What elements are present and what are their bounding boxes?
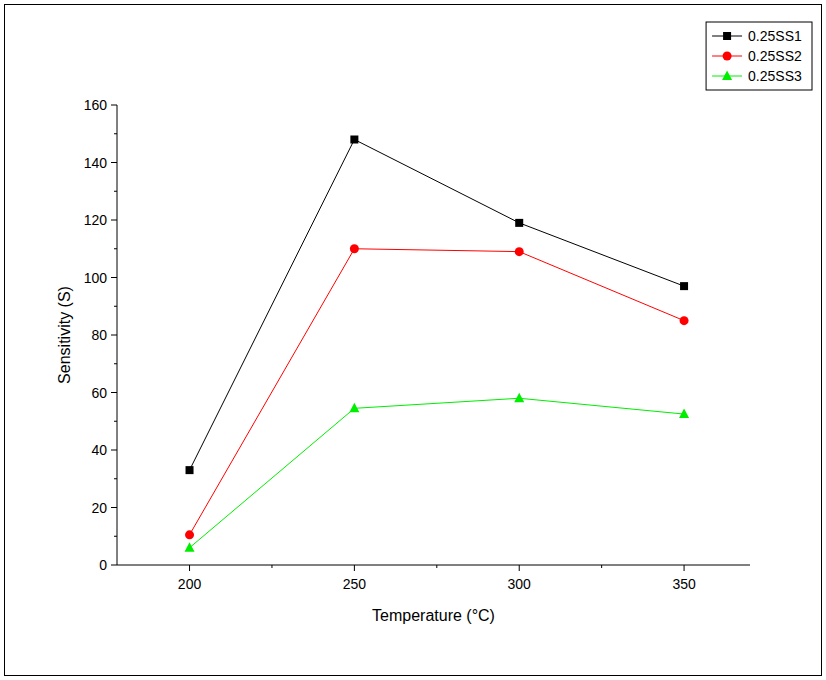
y-tick: [111, 277, 117, 278]
legend: 0.25SS1 0.25SS2 0.25SS3: [706, 22, 812, 90]
y-tick-label: 100: [84, 270, 108, 286]
y-tick: [111, 335, 117, 336]
y-minor-tick: [114, 421, 117, 422]
data-point: [514, 393, 524, 403]
series-line: [190, 398, 685, 548]
data-point: [185, 530, 194, 539]
data-point: [350, 136, 358, 144]
data-point: [186, 466, 194, 474]
legend-label: 0.25SS1: [748, 28, 802, 44]
data-point: [515, 247, 524, 256]
x-axis: [117, 565, 750, 566]
y-tick-label: 20: [91, 500, 107, 516]
y-axis-title: Sensitivity (S): [56, 286, 73, 384]
data-point: [680, 316, 689, 325]
y-tick: [111, 507, 117, 508]
data-point: [350, 244, 359, 253]
y-tick: [111, 105, 117, 106]
y-tick-label: 140: [84, 155, 108, 171]
plot-area: [185, 136, 690, 552]
y-tick: [111, 220, 117, 221]
x-tick: [519, 565, 520, 571]
x-tick: [354, 565, 355, 571]
legend-box: [706, 22, 812, 90]
x-tick-label: 350: [672, 576, 696, 592]
y-tick: [111, 450, 117, 451]
y-tick-label: 80: [91, 327, 107, 343]
x-tick: [189, 565, 190, 571]
y-minor-tick: [114, 133, 117, 134]
y-tick: [111, 162, 117, 163]
data-point: [680, 282, 688, 290]
axes: 0 20 40 60 80 100 120 140 160 200 250 300 350: [84, 97, 750, 592]
data-point: [349, 403, 359, 413]
x-tick-label: 200: [178, 576, 202, 592]
x-minor-tick: [601, 565, 602, 568]
x-tick-label: 250: [343, 576, 367, 592]
y-tick: [111, 392, 117, 393]
legend-marker: [722, 71, 732, 81]
y-tick: [111, 565, 117, 566]
frame: [5, 5, 822, 676]
y-minor-tick: [114, 478, 117, 479]
y-minor-tick: [114, 191, 117, 192]
legend-label: 0.25SS2: [748, 48, 802, 64]
x-tick: [684, 565, 685, 571]
y-tick-label: 0: [99, 557, 107, 573]
series-line: [190, 249, 685, 535]
y-tick-label: 120: [84, 212, 108, 228]
series-line: [190, 140, 685, 471]
y-minor-tick: [114, 306, 117, 307]
y-tick-label: 40: [91, 442, 107, 458]
x-minor-tick: [436, 565, 437, 568]
data-point: [185, 542, 195, 552]
y-minor-tick: [114, 363, 117, 364]
x-minor-tick: [271, 565, 272, 568]
legend-marker: [723, 52, 732, 61]
legend-label: 0.25SS3: [748, 68, 802, 84]
data-point: [515, 219, 523, 227]
y-tick-label: 60: [91, 385, 107, 401]
legend-marker: [723, 32, 731, 40]
y-minor-tick: [114, 248, 117, 249]
y-minor-tick: [114, 536, 117, 537]
y-tick-label: 160: [84, 97, 108, 113]
data-point: [679, 409, 689, 419]
chart: 0 20 40 60 80 100 120 140 160 200 250 300 350 Tempera…: [0, 0, 826, 680]
x-tick-label: 300: [508, 576, 532, 592]
x-axis-title: Temperature (°C): [372, 607, 495, 624]
